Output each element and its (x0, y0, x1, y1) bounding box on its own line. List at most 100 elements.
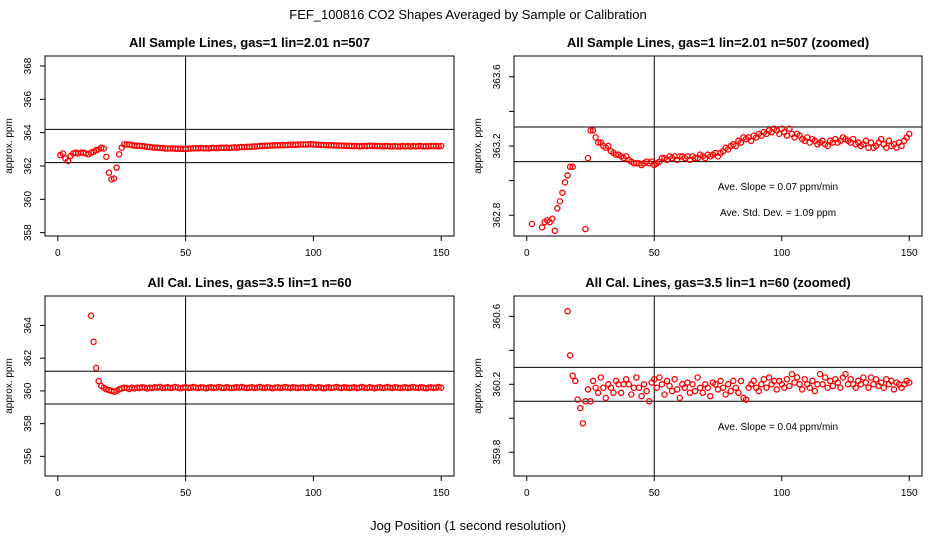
data-point (528, 220, 536, 228)
data-point (592, 134, 599, 141)
x-tick-label: 0 (55, 248, 61, 259)
data-point (793, 374, 801, 381)
data-point (681, 384, 689, 391)
data-point (671, 375, 678, 383)
data-point (704, 384, 712, 391)
x-tick-label: 50 (649, 488, 661, 499)
y-tick-label: 364 (23, 317, 34, 334)
data-point (564, 308, 571, 315)
y-tick-label: 364 (23, 124, 34, 141)
data-point (607, 384, 615, 391)
data-point (806, 384, 814, 391)
data-point (722, 391, 729, 398)
data-point (732, 384, 740, 391)
data-point (554, 205, 561, 212)
y-tick-label: 356 (23, 448, 34, 465)
data-point (584, 386, 592, 393)
data-point (594, 389, 602, 397)
data-point (712, 381, 719, 388)
y-tick-label: 360.6 (492, 303, 503, 328)
data-point (435, 143, 442, 150)
data-point (724, 381, 732, 388)
annotation: Ave. Slope = 0.04 ppm/min (718, 422, 838, 433)
data-point (625, 381, 633, 388)
data-point (719, 384, 727, 391)
data-point (594, 139, 602, 146)
data-point (691, 387, 699, 395)
y-axis-label: approx. ppm (4, 358, 15, 414)
data-point (867, 139, 875, 146)
data-point (773, 386, 780, 393)
data-point (730, 377, 737, 385)
x-tick-label: 150 (433, 488, 450, 499)
data-point (867, 374, 875, 381)
plot-p2: All Sample Lines, gas=1 lin=2.01 n=507 (… (473, 35, 923, 259)
data-point (880, 384, 888, 391)
data-point (538, 224, 546, 231)
data-point (834, 379, 842, 386)
data-point (584, 154, 592, 162)
x-tick-label: 0 (524, 488, 530, 499)
data-point (587, 127, 594, 134)
data-points (564, 308, 913, 427)
data-points (87, 312, 445, 395)
data-point (686, 389, 694, 397)
figure-title: FEF_100816 CO2 Shapes Averaged by Sample… (289, 7, 646, 22)
data-point (605, 142, 612, 150)
data-point (113, 164, 120, 171)
data-point (811, 387, 819, 395)
data-point (786, 125, 793, 132)
plot-title: All Cal. Lines, gas=3.5 lin=1 n=60 (147, 275, 351, 290)
data-point (798, 386, 806, 393)
data-point (791, 379, 798, 386)
data-point (801, 375, 808, 383)
data-point (628, 391, 635, 398)
data-point (735, 389, 742, 397)
y-tick-label: 358 (23, 224, 34, 241)
data-point (115, 151, 123, 158)
data-point (847, 375, 854, 383)
data-point (783, 375, 791, 383)
x-tick-label: 150 (433, 248, 450, 259)
data-point (638, 392, 645, 400)
data-point (658, 381, 666, 388)
x-tick-label: 100 (305, 488, 322, 499)
data-point (64, 157, 72, 165)
data-point (717, 377, 724, 385)
data-point (816, 370, 824, 378)
data-point (630, 384, 638, 391)
data-point (707, 392, 714, 400)
plot-frame (513, 295, 923, 477)
data-point (796, 381, 803, 388)
data-point (656, 374, 663, 381)
data-point (714, 386, 722, 393)
data-point (90, 338, 97, 346)
data-point (788, 370, 796, 378)
y-tick-label: 363.6 (492, 64, 503, 89)
data-point (809, 377, 816, 385)
data-point (689, 381, 696, 388)
x-tick-label: 100 (773, 248, 790, 259)
data-point (877, 379, 885, 386)
data-point (549, 215, 556, 222)
data-point (100, 145, 108, 152)
data-point (645, 398, 653, 405)
x-tick-label: 50 (180, 488, 192, 499)
data-point (643, 387, 650, 395)
data-point (755, 387, 763, 395)
data-point (883, 375, 890, 383)
data-point (737, 377, 745, 385)
data-point (620, 381, 627, 388)
data-point (837, 384, 844, 391)
data-point (87, 312, 95, 319)
data-point (633, 374, 640, 381)
data-point (763, 384, 770, 391)
data-point (676, 394, 684, 402)
data-point (653, 384, 661, 391)
data-point (821, 374, 829, 381)
data-point (691, 154, 699, 162)
plot-p4: All Cal. Lines, gas=3.5 lin=1 n=60 (zoom… (473, 275, 923, 499)
plot-title: All Sample Lines, gas=1 lin=2.01 n=507 (129, 35, 370, 50)
data-point (747, 137, 755, 145)
data-point (885, 137, 893, 145)
